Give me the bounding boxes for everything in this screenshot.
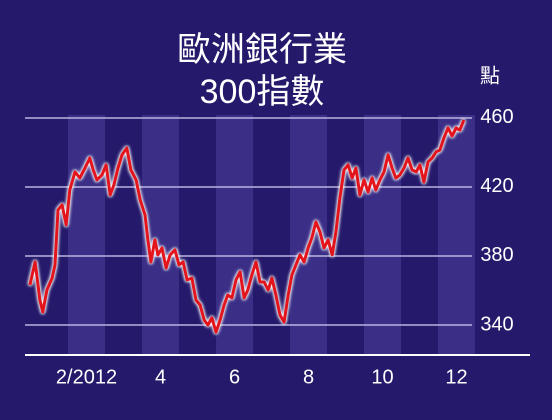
x-tick-label: 6	[229, 366, 240, 388]
x-tick-label: 10	[371, 366, 393, 388]
x-tick-label: 4	[155, 366, 166, 388]
x-tick-label: 2/2012	[56, 366, 117, 388]
month-band	[68, 115, 105, 355]
x-tick-label: 8	[303, 366, 314, 388]
y-unit-label: 點	[480, 64, 500, 87]
chart-subtitle: 300指數	[200, 73, 325, 111]
month-band	[364, 115, 401, 355]
x-tick-label: 12	[445, 366, 467, 388]
y-tick-label: 460	[480, 106, 513, 128]
series-line	[28, 119, 466, 334]
y-tick-label: 420	[480, 175, 513, 197]
month-band	[438, 115, 475, 355]
y-tick-label: 340	[480, 313, 513, 335]
y-tick-label: 380	[480, 244, 513, 266]
chart-title: 歐洲銀行業	[177, 31, 347, 69]
